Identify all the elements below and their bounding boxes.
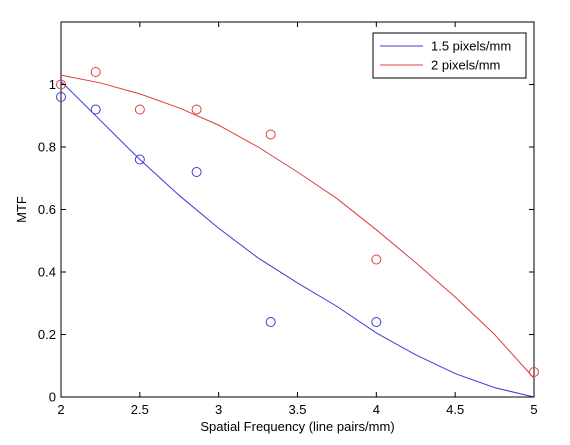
x-tick-label: 2 [57, 402, 64, 417]
x-tick-label: 3.5 [288, 402, 306, 417]
data-point-series-1 [56, 92, 66, 102]
x-tick-label: 3 [215, 402, 222, 417]
data-point-series-2 [371, 254, 382, 265]
y-tick-label: 0.4 [38, 265, 56, 280]
data-point-series-2 [90, 67, 101, 77]
y-tick-label: 0 [49, 390, 56, 405]
legend-entry-series-2: 2 pixels/mm [431, 58, 500, 73]
plot-area-group: 2 2.5 3 3.5 4 4.5 5 0 0.2 0.4 0.6 0.8 1 [38, 21, 539, 417]
x-tick-label: 4.5 [446, 402, 464, 417]
data-point-series-2 [191, 104, 202, 115]
x-tick-label: 5 [530, 402, 537, 417]
data-point-series-1 [134, 154, 145, 165]
data-point-series-1 [90, 104, 101, 115]
y-axis-label: MTF [14, 196, 29, 223]
y-tick-label: 0.2 [38, 327, 56, 342]
data-point-series-1 [265, 317, 276, 327]
x-ticks: 2 2.5 3 3.5 4 4.5 5 [57, 22, 538, 417]
legend-box [372, 32, 527, 79]
y-tick-label: 1 [49, 77, 56, 92]
data-points [56, 67, 539, 377]
data-point-series-1 [371, 317, 382, 327]
data-point-series-1 [191, 167, 202, 177]
data-point-series-2 [134, 104, 145, 115]
y-tick-label: 0.8 [38, 140, 56, 155]
y-ticks: 0 0.2 0.4 0.6 0.8 1 [38, 77, 534, 405]
y-tick-label: 0.6 [38, 202, 56, 217]
fit-line-series-1 [60, 81, 535, 398]
data-point-series-2 [529, 367, 539, 377]
x-tick-label: 4 [373, 402, 380, 417]
data-point-series-2 [265, 129, 276, 140]
x-tick-label: 2.5 [131, 402, 149, 417]
x-axis-label: Spatial Frequency (line pairs/mm) [200, 419, 394, 434]
fit-lines [60, 74, 535, 398]
legend-entry-series-1: 1.5 pixels/mm [431, 39, 511, 54]
plot-frame [60, 21, 535, 398]
fit-line-series-2 [60, 74, 535, 379]
legend: 1.5 pixels/mm 2 pixels/mm [372, 32, 527, 79]
